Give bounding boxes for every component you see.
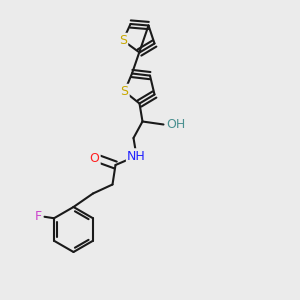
Text: NH: NH [127,149,146,163]
Text: O: O [90,152,99,166]
Text: S: S [119,34,127,47]
Text: OH: OH [167,118,186,131]
Text: F: F [35,210,42,223]
Text: S: S [121,85,128,98]
